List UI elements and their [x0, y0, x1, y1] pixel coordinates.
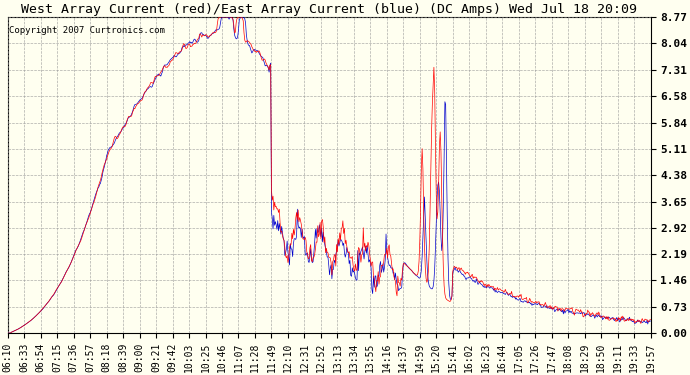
Text: Copyright 2007 Curtronics.com: Copyright 2007 Curtronics.com	[9, 26, 165, 35]
Title: West Array Current (red)/East Array Current (blue) (DC Amps) Wed Jul 18 20:09: West Array Current (red)/East Array Curr…	[21, 3, 637, 16]
